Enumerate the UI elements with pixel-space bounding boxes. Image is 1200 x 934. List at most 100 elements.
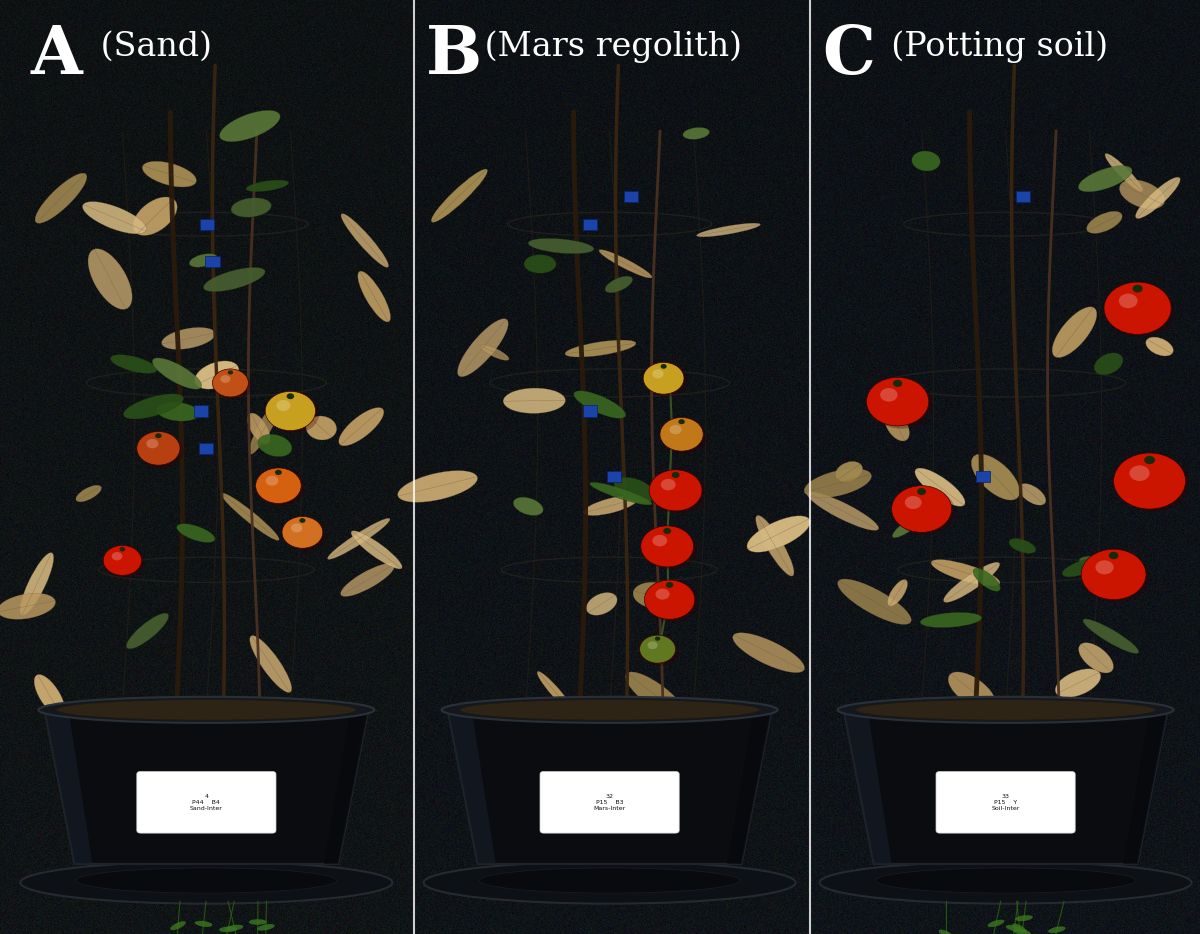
Circle shape [660,417,703,451]
Ellipse shape [756,516,794,576]
Ellipse shape [1120,179,1165,209]
Circle shape [649,470,702,511]
Ellipse shape [442,697,778,723]
Ellipse shape [971,454,1020,500]
Bar [583,405,598,417]
Ellipse shape [358,271,390,322]
Circle shape [644,529,697,570]
Circle shape [895,488,955,535]
Bar [606,471,620,482]
Ellipse shape [257,924,275,930]
Ellipse shape [524,255,556,273]
Ellipse shape [0,593,55,619]
Ellipse shape [1052,307,1097,358]
Ellipse shape [1079,643,1114,673]
Ellipse shape [306,416,337,440]
Ellipse shape [110,355,157,374]
Ellipse shape [538,672,572,712]
Polygon shape [44,710,368,864]
Circle shape [276,400,290,411]
Ellipse shape [1019,484,1045,505]
Circle shape [282,517,323,548]
Ellipse shape [133,197,178,235]
Ellipse shape [625,672,685,718]
Circle shape [1144,456,1154,464]
Ellipse shape [194,361,239,389]
Ellipse shape [838,579,911,625]
Circle shape [103,545,142,575]
Bar [205,256,220,267]
Text: C: C [822,23,875,89]
Ellipse shape [258,434,292,457]
Circle shape [655,588,670,600]
Ellipse shape [1062,558,1103,577]
Ellipse shape [574,390,625,418]
Ellipse shape [170,921,186,930]
Circle shape [892,486,952,532]
Circle shape [648,583,698,622]
Ellipse shape [1013,924,1027,933]
Ellipse shape [220,110,280,142]
Bar [1016,191,1031,202]
Ellipse shape [948,672,996,710]
Circle shape [286,519,326,551]
Circle shape [259,471,305,506]
Ellipse shape [246,180,288,191]
Polygon shape [727,710,772,864]
Ellipse shape [1009,539,1036,553]
Polygon shape [844,710,1168,864]
Circle shape [917,488,926,495]
Text: B: B [426,23,482,89]
Ellipse shape [162,328,215,349]
Ellipse shape [528,238,594,254]
Circle shape [146,439,158,448]
Polygon shape [448,710,772,864]
Ellipse shape [20,553,54,616]
Circle shape [666,582,673,587]
Circle shape [216,372,252,400]
Ellipse shape [424,861,796,904]
Ellipse shape [126,614,168,649]
Circle shape [664,528,671,534]
Circle shape [120,547,125,551]
Polygon shape [44,710,92,864]
Circle shape [640,635,676,663]
Circle shape [652,369,664,378]
Ellipse shape [1135,177,1180,219]
Ellipse shape [503,389,565,414]
Ellipse shape [1087,211,1122,234]
Ellipse shape [1013,929,1031,934]
Ellipse shape [565,340,636,357]
Ellipse shape [156,403,199,421]
Ellipse shape [457,318,509,376]
Ellipse shape [77,868,336,893]
Ellipse shape [431,169,487,222]
Ellipse shape [838,697,1174,723]
Ellipse shape [587,592,617,616]
Circle shape [155,433,162,438]
Text: (Sand): (Sand) [90,31,212,63]
Ellipse shape [34,674,65,716]
Circle shape [137,432,180,465]
Circle shape [140,434,184,468]
Ellipse shape [221,493,280,541]
Ellipse shape [1055,669,1100,698]
Ellipse shape [835,461,863,482]
Bar [0,0,414,934]
Ellipse shape [176,524,215,543]
Circle shape [647,365,688,397]
Ellipse shape [1079,165,1132,191]
Ellipse shape [912,151,941,171]
Ellipse shape [338,407,384,446]
Polygon shape [844,710,892,864]
Ellipse shape [83,202,146,234]
Ellipse shape [893,511,929,538]
Ellipse shape [328,518,390,559]
Bar [624,191,638,202]
Bar [810,0,1200,934]
Circle shape [1104,282,1171,334]
Ellipse shape [746,516,810,552]
Circle shape [1129,465,1150,481]
Ellipse shape [1048,927,1066,933]
Polygon shape [324,710,368,864]
